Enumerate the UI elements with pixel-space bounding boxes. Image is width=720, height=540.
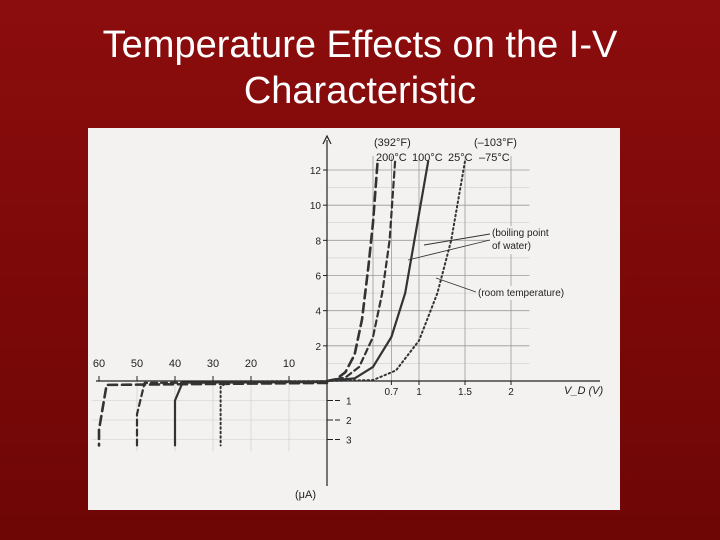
x-tick-reverse-label: 60 [93, 358, 105, 370]
leader-boiling-1 [423, 233, 491, 246]
legend-100c: 100°C [412, 152, 443, 164]
legend-25c: 25°C [448, 152, 473, 164]
x-tick-reverse-label: 50 [131, 358, 143, 370]
curve-reverse-0 [97, 381, 329, 447]
x-tick-reverse-label: 10 [283, 358, 295, 370]
y-tick-label: 10 [310, 201, 322, 212]
top-label-392f: (392°F) [374, 137, 411, 149]
x-tick-reverse-label: 40 [169, 358, 181, 370]
y-tick-label: 2 [315, 342, 321, 353]
x-tick-label: 1.5 [458, 387, 472, 398]
chart-labels: (392°F) (–103°F) 200°C 100°C 25°C –75°C … [295, 137, 603, 501]
iv-characteristic-chart: (392°F) (–103°F) 200°C 100°C 25°C –75°C … [91, 134, 603, 501]
curve-reverse-1 [135, 380, 329, 447]
y-tick-label: 6 [315, 272, 321, 283]
slide-title-line-1: Temperature Effects on the I-V [102, 24, 618, 66]
x-axis-label: V_D (V) [564, 385, 603, 397]
y-tick-reverse-label: 2 [346, 416, 352, 427]
legend-minus75c: –75°C [479, 152, 510, 164]
chart-axes [96, 134, 600, 486]
annotation-bg-boiling [490, 226, 562, 254]
curve-forward-1 [325, 160, 397, 383]
y-tick-label: 8 [315, 236, 321, 247]
y-tick-label: 12 [310, 166, 322, 177]
curve-forward-0 [325, 159, 379, 383]
chart-curves [97, 159, 491, 447]
x-tick-label: 0.7 [384, 387, 398, 398]
curve-forward-2 [325, 160, 430, 383]
slide-title-line-2: Characteristic [243, 70, 477, 112]
annotation-boiling-point: (boiling point [492, 228, 549, 239]
annotation-bg-room [476, 286, 572, 300]
chart-figure: (392°F) (–103°F) 200°C 100°C 25°C –75°C … [88, 128, 620, 510]
legend-200c: 200°C [376, 152, 407, 164]
y-axis-arrow [322, 134, 332, 145]
reverse-y-axis-label: (μA) [295, 489, 316, 501]
y-tick-reverse-label: 1 [346, 397, 352, 408]
chart-grid [91, 155, 530, 452]
y-tick-reverse-label: 3 [346, 436, 352, 447]
curve-forward-3 [326, 160, 466, 382]
x-tick-reverse-label: 20 [245, 358, 257, 370]
top-label-minus103f: (–103°F) [474, 137, 517, 149]
curve-reverse-3 [219, 380, 328, 447]
x-tick-label: 2 [508, 387, 514, 398]
annotation-room-temperature: (room temperature) [478, 288, 564, 299]
y-tick-label: 4 [315, 307, 321, 318]
annotation-of-water: of water) [492, 241, 531, 252]
leader-room [435, 277, 477, 293]
x-tick-label: 1 [416, 387, 422, 398]
leader-boiling-2 [407, 239, 491, 261]
x-tick-reverse-label: 30 [207, 358, 219, 370]
slide-title: Temperature Effects on the I-V Character… [0, 22, 720, 114]
